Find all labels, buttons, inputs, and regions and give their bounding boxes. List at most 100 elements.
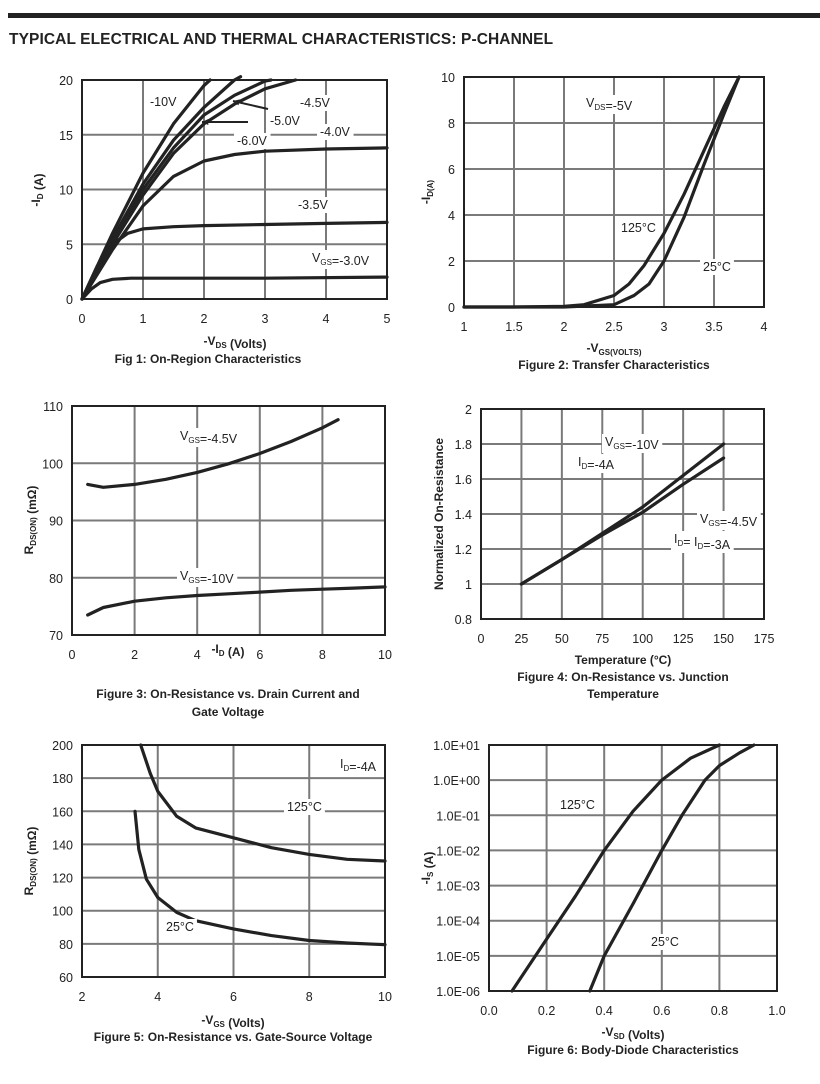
y-axis-label: -ID (A) [29, 173, 46, 206]
x-axis-label: -ID (A) [211, 642, 244, 659]
chart-fig2: 1 1.5 2 2.5 3 3.5 4 0 2 4 6 8 10 -VGS(VOLTS) -ID(A) Fig… [419, 71, 768, 372]
x-tick-label: 1 [461, 320, 468, 334]
series-line-3 [80, 78, 298, 301]
curve-annotation: -10V [150, 95, 177, 109]
x-tick-label: 6 [256, 648, 263, 662]
annotation-backing [557, 797, 598, 813]
x-tick-label: 4 [194, 648, 201, 662]
y-tick-label: 100 [42, 457, 63, 471]
y-axis-label: RDS(ON) (mΩ) [22, 486, 39, 555]
curve-annotation: 25°C [166, 920, 194, 934]
figure-caption-line2: Gate Voltage [192, 705, 265, 719]
series-line-1 [588, 743, 756, 993]
y-tick-label: 80 [49, 572, 63, 586]
y-tick-label: 2 [448, 255, 455, 269]
x-tick-label: 0.4 [596, 1004, 613, 1018]
series-line-0 [86, 418, 340, 489]
x-tick-label: 8 [319, 648, 326, 662]
x-tick-label: 0 [69, 648, 76, 662]
series-group [510, 743, 756, 993]
x-tick-label: 8 [306, 990, 313, 1004]
x-tick-label: 10 [378, 990, 392, 1004]
annotation-backing [700, 259, 734, 275]
y-tick-label: 70 [49, 629, 63, 643]
x-axis-label: -VGS (Volts) [201, 1013, 264, 1030]
annotation-backing [583, 95, 636, 114]
series-line-6 [80, 275, 389, 301]
series-line-5 [80, 220, 389, 301]
x-tick-label: 4 [761, 320, 768, 334]
y-tick-label: 5 [66, 238, 73, 252]
x-tick-label: 0.0 [480, 1004, 497, 1018]
y-tick-label: 0 [448, 301, 455, 315]
y-tick-label: 0 [66, 293, 73, 307]
series-line-0 [80, 78, 212, 301]
x-tick-label: 0 [478, 632, 485, 646]
figure-caption: Fig 1: On-Region Characteristics [115, 352, 302, 366]
arrowhead-icon [202, 118, 209, 126]
series-line-1 [519, 456, 726, 586]
x-tick-label: 1.5 [505, 320, 522, 334]
y-tick-label: 1.0E+01 [433, 739, 480, 753]
curve-annotation: -4.0V [320, 125, 351, 139]
x-tick-label: 150 [713, 632, 734, 646]
annotation-backing [309, 250, 373, 269]
y-tick-label: 8 [448, 117, 455, 131]
y-tick-label: 1.4 [455, 508, 472, 522]
x-axis-label: -VGS(VOLTS) [587, 341, 642, 357]
curve-annotation: 125°C [287, 800, 322, 814]
y-tick-label: 20 [59, 74, 73, 88]
curve-annotation: VGS=-4.5V [180, 429, 238, 446]
x-tick-label: 175 [754, 632, 775, 646]
y-tick-label: 2 [465, 403, 472, 417]
x-tick-label: 2 [201, 312, 208, 326]
y-tick-label: 4 [448, 209, 455, 223]
x-tick-label: 3.5 [705, 320, 722, 334]
plot-frame [480, 408, 765, 620]
figure-caption: Figure 3: On-Resistance vs. Drain Curren… [96, 687, 359, 701]
y-tick-label: 10 [441, 71, 455, 85]
y-tick-label: 1.0E-02 [436, 844, 480, 858]
x-tick-label: 25 [514, 632, 528, 646]
x-tick-label: 50 [555, 632, 569, 646]
annotation-backing [602, 434, 663, 453]
series-line-0 [139, 743, 387, 863]
top-rule [8, 13, 820, 18]
curve-annotation: ID=-4A [578, 455, 615, 472]
annotation-backing [234, 133, 271, 149]
curve-annotation: -6.0V [237, 134, 268, 148]
annotation-backing [177, 428, 241, 447]
plot-frame [81, 744, 386, 978]
y-tick-label: 80 [59, 938, 73, 952]
curve-annotation: 125°C [621, 221, 656, 235]
x-tick-label: 0 [79, 312, 86, 326]
y-tick-label: 6 [448, 163, 455, 177]
series-group [86, 418, 387, 617]
x-axis-label: -VDS (Volts) [204, 334, 267, 351]
y-tick-label: 0.8 [455, 613, 472, 627]
y-tick-label: 160 [52, 805, 73, 819]
y-tick-label: 120 [52, 872, 73, 886]
curve-annotation: 25°C [703, 260, 731, 274]
curve-annotation: -3.5V [298, 198, 329, 212]
curve-annotation: VGS=-4.5V [700, 512, 758, 529]
y-tick-label: 1.0E-04 [436, 915, 480, 929]
y-axis-label: -ID(A) [419, 180, 435, 205]
curve-annotation: 25°C [651, 935, 679, 949]
plot-frame [71, 405, 386, 636]
x-tick-label: 0.6 [653, 1004, 670, 1018]
y-tick-label: 90 [49, 515, 63, 529]
annotation-backing [295, 197, 332, 213]
chart-fig6: 0.0 0.2 0.4 0.6 0.8 1.0 1.0E-06 1.0E-05 1.0E-04 1… [419, 739, 786, 1057]
annotation-backing [648, 934, 682, 950]
plot-frame [81, 79, 388, 300]
curve-annotation: VGS=-3.0V [312, 251, 370, 268]
annotation-backing [697, 511, 761, 530]
series-group [80, 75, 389, 301]
y-axis-label: -IS (A) [419, 852, 436, 885]
x-tick-label: 6 [230, 990, 237, 1004]
x-tick-label: 2 [561, 320, 568, 334]
chart-fig1: 0 1 2 3 4 5 0 5 10 15 20 -VDS (Volts) -ID (A) Fig 1: … [29, 74, 391, 366]
y-tick-label: 15 [59, 129, 73, 143]
